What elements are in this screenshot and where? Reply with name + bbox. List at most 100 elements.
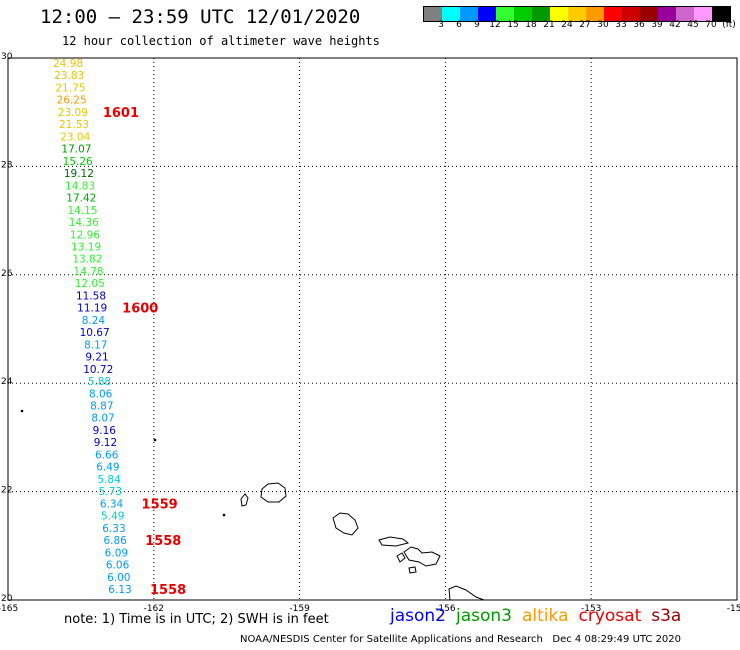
wave-height-value: 11.58 — [76, 290, 106, 302]
pass-time-label: 1558 — [145, 534, 181, 549]
color-scale-label: 3 — [438, 20, 444, 30]
credit-text: NOAA/NESDIS Center for Satellite Applica… — [240, 634, 543, 645]
color-scale-label: 70 — [705, 20, 717, 30]
axis-ticks: -165 -162 -159 -156 -153 -150 30 28 26 24 22 20 — [0, 52, 740, 614]
wave-height-value: 6.66 — [95, 449, 119, 461]
wave-height-value: 9.12 — [94, 437, 117, 449]
color-scale-label: 27 — [579, 20, 591, 30]
wave-height-value: 13.19 — [71, 241, 101, 253]
wave-height-value: 12.05 — [75, 278, 105, 290]
island-molokai — [378, 536, 410, 547]
island-maui — [403, 546, 441, 567]
y-tick-label: 20 — [1, 594, 13, 604]
color-swatch — [712, 7, 730, 21]
wave-height-value: 10.72 — [83, 364, 113, 376]
color-swatch — [604, 7, 622, 21]
map-title: 12:00 — 23:59 UTC 12/01/2020 — [40, 6, 361, 28]
island-dot — [20, 409, 24, 413]
color-scale-label: 30 — [597, 20, 609, 30]
color-swatch — [568, 7, 586, 21]
legend-s3a: s3a — [651, 606, 682, 626]
legend-jason3: jason3 — [456, 606, 512, 626]
color-swatch — [658, 7, 676, 21]
altimeter-wave-heights: 24.9823.8321.7526.2523.0921.5323.0417.07… — [53, 58, 132, 596]
map-grid — [7, 57, 738, 601]
color-scale-label: 36 — [633, 20, 645, 30]
wave-height-value: 17.07 — [61, 144, 91, 156]
color-scale-label: 12 — [489, 20, 501, 30]
wave-height-value: 21.53 — [59, 119, 89, 131]
coastline-hawaii — [20, 409, 485, 601]
island-dot — [222, 513, 226, 517]
color-swatch — [478, 7, 496, 21]
y-tick-label: 30 — [1, 52, 13, 62]
color-swatch — [676, 7, 694, 21]
color-swatch — [424, 7, 442, 21]
wave-height-value: 5.84 — [97, 474, 121, 486]
wave-height-value: 10.67 — [80, 327, 110, 339]
color-swatch — [496, 7, 514, 21]
wave-height-value: 11.19 — [77, 303, 107, 315]
wave-height-value: 23.09 — [58, 107, 88, 119]
color-swatch — [640, 7, 658, 21]
wave-height-value: 14.36 — [69, 217, 99, 229]
x-tick-label: -162 — [144, 604, 164, 614]
pass-time-labels: 1601 1600 1559 1558 1558 — [103, 106, 186, 598]
legend-altika: altika — [522, 606, 569, 626]
pass-time-label: 1558 — [150, 583, 186, 598]
credit-line: NOAA/NESDIS Center for Satellite Applica… — [240, 634, 681, 645]
wave-height-value: 5.49 — [101, 511, 124, 523]
color-scale-label: 18 — [525, 20, 537, 30]
island-hawaii — [448, 585, 485, 601]
wave-height-value: 26.25 — [57, 95, 87, 107]
color-swatch — [514, 7, 532, 21]
color-scale-label: 42 — [669, 20, 681, 30]
color-scale-label: 21 — [543, 20, 555, 30]
footnote: note: 1) Time is in UTC; 2) SWH is in fe… — [64, 612, 329, 627]
wave-height-value: 6.00 — [107, 572, 130, 584]
wave-height-value: 14.15 — [67, 205, 97, 217]
y-tick-label: 26 — [1, 269, 13, 279]
x-tick-label: -156 — [435, 604, 456, 614]
wave-height-value: 8.07 — [91, 413, 114, 425]
island-kauai — [260, 482, 287, 503]
color-scale-label: 6 — [456, 20, 462, 30]
pass-time-label: 1559 — [142, 497, 178, 512]
wave-height-value: 23.83 — [54, 70, 84, 82]
wave-height-value: 8.24 — [82, 315, 106, 327]
color-swatch — [586, 7, 604, 21]
map-frame — [7, 57, 738, 601]
wave-height-value: 19.12 — [64, 168, 94, 180]
island-dot — [153, 438, 157, 442]
wave-height-value: 14.83 — [65, 180, 95, 192]
color-scale-label: 9 — [474, 20, 480, 30]
color-scale-label: 45 — [687, 20, 699, 30]
wave-height-value: 8.06 — [89, 388, 113, 400]
wave-height-value: 24.98 — [53, 58, 83, 70]
wave-height-value: 8.17 — [84, 339, 107, 351]
color-scale-label: 33 — [615, 20, 627, 30]
wave-height-value: 13.82 — [72, 254, 102, 266]
color-scale-label: 39 — [651, 20, 663, 30]
wave-height-value: 6.13 — [108, 584, 131, 596]
wave-height-value: 8.87 — [90, 401, 113, 413]
color-swatch — [532, 7, 550, 21]
wave-height-value: 6.06 — [106, 560, 130, 572]
y-tick-label: 28 — [1, 160, 13, 170]
wave-height-value: 14.78 — [74, 266, 104, 278]
color-scale-label: (ft) — [722, 20, 736, 30]
x-tick-label: -153 — [581, 604, 601, 614]
island-oahu — [332, 512, 359, 536]
legend-cryosat: cryosat — [578, 606, 642, 626]
satellite-legend: jason2 jason3 altika cryosat s3a — [390, 606, 691, 626]
wave-height-value: 23.04 — [60, 131, 90, 143]
color-swatch — [622, 7, 640, 21]
wave-height-value: 5.73 — [99, 486, 122, 498]
pass-time-label: 1600 — [122, 302, 158, 317]
wave-height-value: 17.42 — [66, 193, 96, 205]
color-swatch — [442, 7, 460, 21]
wave-height-value: 21.75 — [55, 82, 85, 94]
color-swatch — [460, 7, 478, 21]
y-tick-label: 24 — [1, 377, 13, 387]
